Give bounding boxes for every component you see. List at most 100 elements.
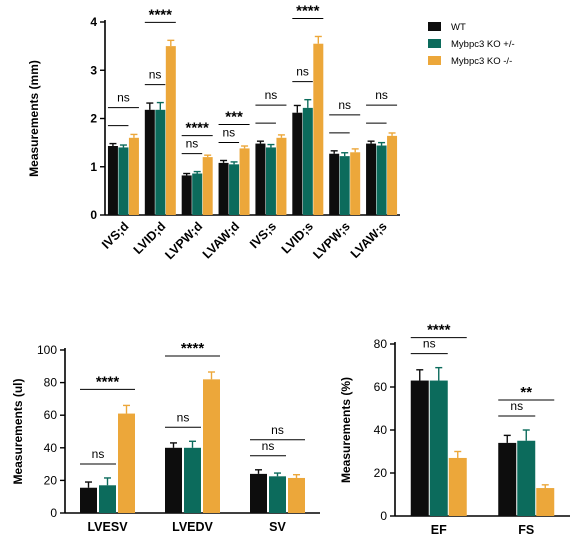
bar — [288, 477, 305, 513]
sig-label-upper: ** — [520, 384, 532, 401]
x-tick-label: LVPW;s — [310, 219, 353, 262]
sig-label-upper: **** — [149, 6, 173, 23]
bar — [181, 175, 192, 215]
x-tick-label: EF — [431, 523, 447, 537]
bar — [410, 380, 429, 516]
bar — [517, 440, 536, 516]
y-tick-label: 4 — [90, 15, 97, 29]
x-tick-label: SV — [269, 520, 286, 534]
bar — [329, 153, 340, 215]
bar — [128, 137, 139, 215]
y-axis-label: Measurements (mm) — [27, 60, 41, 177]
sig-label-lower: ns — [262, 439, 275, 453]
bar — [350, 152, 361, 215]
sig-label-upper: ns — [117, 91, 130, 105]
sig-label-upper: **** — [96, 373, 120, 390]
sig-label-upper: *** — [225, 108, 243, 125]
y-tick-label: 3 — [90, 63, 97, 77]
y-tick-label: 0 — [380, 509, 387, 523]
x-tick-label: IVS;s — [247, 219, 279, 251]
sig-label-lower: ns — [222, 125, 235, 139]
bar — [165, 447, 182, 513]
sig-label-lower: ns — [510, 399, 523, 413]
bar — [239, 148, 250, 215]
sig-label-lower: ns — [296, 65, 309, 79]
bar — [292, 112, 303, 215]
bar — [376, 145, 387, 215]
sig-label-upper: **** — [427, 322, 451, 339]
bar — [107, 146, 118, 215]
bar — [250, 473, 267, 513]
bar — [276, 137, 287, 215]
legend-swatch — [428, 56, 441, 65]
bar — [144, 109, 155, 215]
bar — [339, 156, 350, 215]
bar — [165, 46, 176, 215]
legend-label: WT — [451, 22, 466, 33]
bar — [155, 109, 166, 215]
bar — [313, 43, 324, 216]
x-tick-label: LVESV — [87, 520, 128, 534]
bar — [202, 157, 213, 215]
legend-label: Mybpc3 KO -/- — [451, 56, 512, 67]
y-tick-label: 60 — [44, 408, 58, 422]
bar — [218, 162, 229, 215]
bar — [269, 476, 286, 513]
y-tick-label: 0 — [90, 208, 97, 222]
sig-label-upper: ns — [271, 423, 284, 437]
chart-panel-volumes: 0 20 40 60 80 100 Measurements (ul) LVESV ns ****… — [11, 340, 320, 534]
x-tick-label: IVS;d — [99, 219, 131, 251]
x-tick-label: FS — [518, 523, 534, 537]
y-tick-label: 1 — [90, 160, 97, 174]
y-tick-label: 20 — [44, 473, 58, 487]
x-tick-label: LVPW;d — [162, 219, 205, 262]
sig-label-lower: ns — [423, 337, 436, 351]
sig-label-upper: **** — [186, 120, 210, 137]
legend-swatch — [428, 22, 441, 31]
sig-label-upper: ns — [265, 88, 278, 102]
sig-label-upper: ns — [338, 98, 351, 112]
x-tick-label: LVAW;s — [348, 219, 390, 261]
legend: WT Mybpc3 KO +/- Mybpc3 KO -/- — [428, 22, 515, 67]
sig-label-lower: ns — [92, 447, 105, 461]
bar — [429, 380, 448, 516]
sig-label-upper: **** — [181, 340, 205, 357]
bar — [265, 147, 276, 215]
y-tick-label: 40 — [374, 423, 388, 437]
sig-label-upper: ns — [375, 88, 388, 102]
bar — [536, 488, 555, 516]
y-tick-label: 40 — [44, 441, 58, 455]
legend-label: Mybpc3 KO +/- — [451, 39, 515, 50]
bar — [366, 143, 377, 215]
y-tick-label: 100 — [37, 343, 57, 357]
bar — [387, 135, 398, 215]
legend-swatch — [428, 39, 441, 48]
sig-label-lower: ns — [149, 68, 162, 82]
bar — [255, 143, 266, 215]
bar — [498, 442, 517, 516]
bar — [99, 485, 116, 513]
y-axis-label: Measurements (%) — [339, 377, 353, 483]
y-axis-label: Measurements (ul) — [11, 378, 25, 484]
y-tick-label: 80 — [374, 337, 388, 351]
sig-label-upper: **** — [296, 2, 320, 19]
bar — [80, 487, 97, 513]
y-tick-label: 80 — [44, 376, 58, 390]
bar — [448, 457, 467, 516]
x-tick-label: LVEDV — [172, 520, 213, 534]
bar — [118, 413, 135, 513]
sig-label-lower: ns — [177, 410, 190, 424]
bar — [118, 147, 129, 215]
x-tick-label: LVAW;d — [200, 219, 242, 261]
bar — [229, 164, 240, 215]
y-tick-label: 0 — [50, 506, 57, 520]
bar — [192, 173, 203, 215]
sig-label-lower: ns — [186, 137, 199, 151]
y-tick-label: 60 — [374, 380, 388, 394]
bar — [184, 447, 201, 513]
bar — [203, 379, 220, 513]
y-tick-label: 2 — [90, 112, 97, 126]
